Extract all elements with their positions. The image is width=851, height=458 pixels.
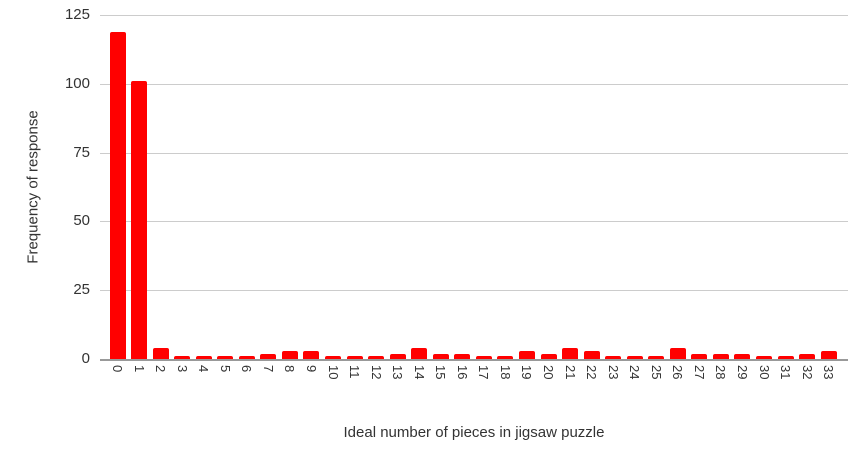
x-tick-label-33: 33 [821, 365, 837, 380]
y-tick-label-125: 125 [64, 6, 90, 23]
gridline-125 [100, 15, 848, 16]
bar-18 [497, 356, 514, 359]
x-tick-label-7: 7 [260, 365, 276, 373]
bar-1 [131, 81, 148, 359]
x-tick-label-22: 22 [584, 365, 600, 380]
bar-15 [432, 353, 449, 359]
bar-12 [368, 356, 385, 359]
plot-area [100, 15, 848, 361]
bar-8 [281, 350, 298, 359]
x-tick-label-30: 30 [756, 365, 772, 380]
x-tick-label-0: 0 [110, 365, 125, 373]
x-tick-label-28: 28 [713, 365, 729, 380]
bar-14 [411, 348, 428, 359]
bar-31 [777, 356, 794, 359]
bar-2 [152, 348, 169, 359]
bar-0 [109, 31, 126, 359]
x-tick-label-1: 1 [131, 365, 147, 373]
x-tick-label-15: 15 [433, 365, 449, 380]
x-tick-label-29: 29 [734, 365, 750, 380]
x-axis-tick-labels: 0 1 2 3 4 5 6 7 8 9 10 11 12 13 14 15 16 17 18 19 20 21 22 23 24… [100, 365, 848, 413]
bar-21 [562, 348, 579, 359]
bar-22 [583, 350, 600, 359]
x-tick-label-18: 18 [497, 365, 513, 380]
x-tick-label-9: 9 [303, 365, 319, 373]
x-tick-label-4: 4 [196, 365, 212, 373]
y-tick-label-100: 100 [64, 74, 90, 92]
x-tick-label-11: 11 [347, 365, 363, 379]
bar-20 [540, 353, 557, 359]
x-tick-label-21: 21 [562, 365, 578, 380]
x-tick-label-2: 2 [153, 365, 169, 373]
x-tick-label-17: 17 [476, 365, 492, 380]
x-tick-label-27: 27 [691, 365, 707, 380]
y-tick-label-25: 25 [73, 281, 90, 299]
x-tick-label-31: 31 [778, 365, 794, 380]
y-tick-label-75: 75 [73, 143, 90, 161]
bar-26 [669, 348, 686, 359]
x-tick-label-26: 26 [670, 365, 686, 380]
bar-3 [174, 356, 191, 359]
x-tick-label-16: 16 [454, 365, 470, 380]
x-tick-label-24: 24 [627, 365, 643, 380]
bar-11 [346, 356, 363, 359]
bar-23 [605, 356, 622, 359]
bar-33 [820, 350, 837, 359]
x-tick-label-8: 8 [282, 365, 298, 373]
x-tick-label-6: 6 [239, 365, 255, 373]
bar-24 [626, 356, 643, 359]
x-tick-label-5: 5 [217, 365, 233, 373]
x-tick-label-13: 13 [390, 365, 406, 380]
x-tick-label-3: 3 [174, 365, 190, 373]
bar-29 [734, 353, 751, 359]
bar-9 [303, 350, 320, 359]
bar-28 [712, 353, 729, 359]
bar-7 [260, 353, 277, 359]
x-tick-label-12: 12 [368, 365, 384, 380]
y-tick-label-0: 0 [81, 350, 90, 367]
bar-27 [691, 353, 708, 359]
bar-13 [389, 353, 406, 359]
y-axis-tick-labels: 0 25 50 75 100 125 [0, 6, 90, 367]
x-tick-label-10: 10 [325, 365, 341, 380]
bar-4 [195, 356, 212, 359]
gridline-50 [100, 221, 848, 223]
x-tick-label-20: 20 [541, 365, 556, 380]
gridline-75 [100, 152, 848, 154]
bar-5 [217, 356, 234, 359]
x-tick-label-25: 25 [648, 365, 664, 380]
bar-16 [454, 353, 471, 359]
bar-25 [648, 356, 665, 359]
y-tick-label-50: 50 [73, 212, 90, 230]
bar-10 [325, 356, 341, 359]
x-axis-title: Ideal number of pieces in jigsaw puzzle [343, 424, 605, 441]
bar-32 [799, 353, 816, 359]
bar-17 [475, 356, 492, 359]
gridline-25 [100, 290, 848, 292]
bar-30 [756, 356, 772, 359]
x-tick-label-14: 14 [411, 365, 427, 380]
bar-6 [238, 356, 255, 359]
bar-19 [518, 350, 535, 359]
x-tick-label-23: 23 [605, 365, 621, 380]
x-tick-label-19: 19 [519, 365, 535, 380]
x-tick-label-32: 32 [799, 365, 815, 380]
gridline-100 [100, 83, 848, 85]
